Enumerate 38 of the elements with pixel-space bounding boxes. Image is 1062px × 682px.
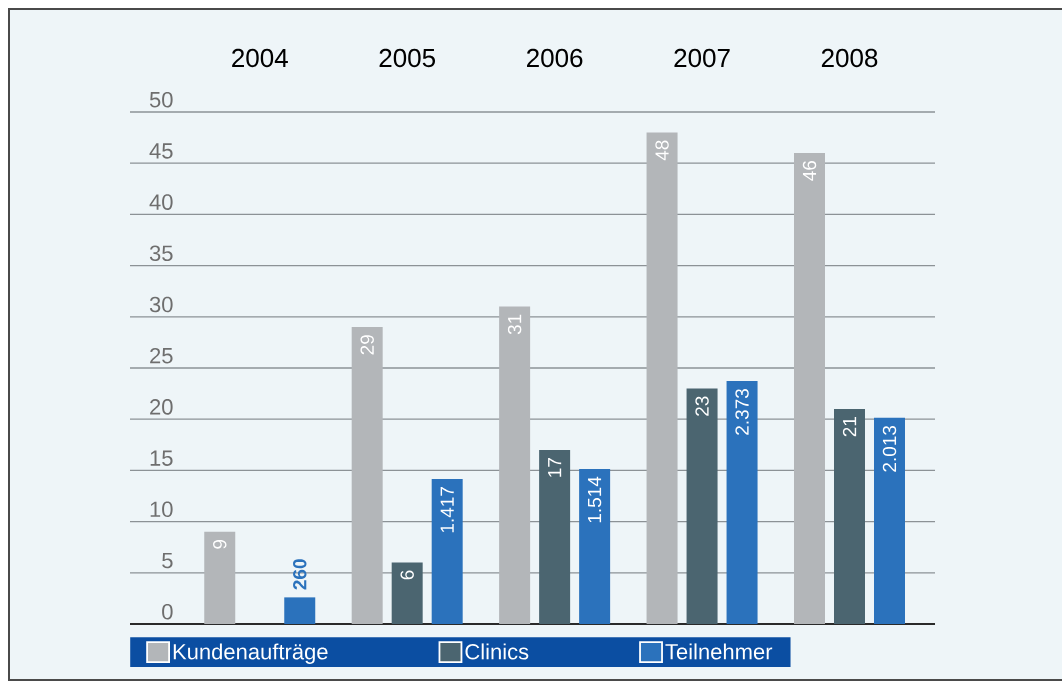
data-label: 46 xyxy=(802,160,817,181)
legend-label: Teilnehmer xyxy=(665,643,773,660)
y-tick-label: 40 xyxy=(149,194,173,210)
x-tick-label: 2008 xyxy=(821,48,878,68)
y-tick-label: 45 xyxy=(149,143,173,159)
x-tick-label: 2004 xyxy=(232,48,288,68)
bar xyxy=(579,468,611,624)
bar xyxy=(431,478,463,624)
y-tick-label: 50 xyxy=(149,91,173,108)
data-label: 9 xyxy=(213,539,227,549)
data-label: 1.417 xyxy=(440,487,454,533)
data-label: 1.514 xyxy=(587,476,602,523)
x-tick-label: 2005 xyxy=(379,48,436,68)
bar xyxy=(874,417,905,624)
bar xyxy=(284,597,316,624)
y-tick-label: 30 xyxy=(149,296,173,313)
y-tick-label: 10 xyxy=(150,501,173,518)
data-label: 17 xyxy=(548,458,562,477)
data-label: 23 xyxy=(695,396,709,416)
data-label: 31 xyxy=(507,314,522,335)
y-tick-label: 0 xyxy=(162,603,173,620)
y-tick-label: 20 xyxy=(150,399,173,415)
bar xyxy=(726,381,758,624)
x-tick-label: 2006 xyxy=(527,48,583,68)
data-label: 2.373 xyxy=(735,389,749,435)
data-label: 2.013 xyxy=(882,425,897,472)
y-tick-label: 25 xyxy=(150,347,173,364)
y-tick-label: 5 xyxy=(162,552,173,569)
data-label: 260 xyxy=(293,559,307,590)
data-label: 21 xyxy=(842,417,857,437)
data-label: 6 xyxy=(400,570,414,580)
data-label: 29 xyxy=(360,335,374,355)
legend-label: Kundenaufträge xyxy=(173,643,328,664)
y-tick-label: 15 xyxy=(150,450,173,466)
y-tick-label: 35 xyxy=(149,245,173,262)
x-tick-label: 2007 xyxy=(674,48,730,68)
legend-label: Clinics xyxy=(465,643,529,660)
data-label: 48 xyxy=(655,140,669,161)
